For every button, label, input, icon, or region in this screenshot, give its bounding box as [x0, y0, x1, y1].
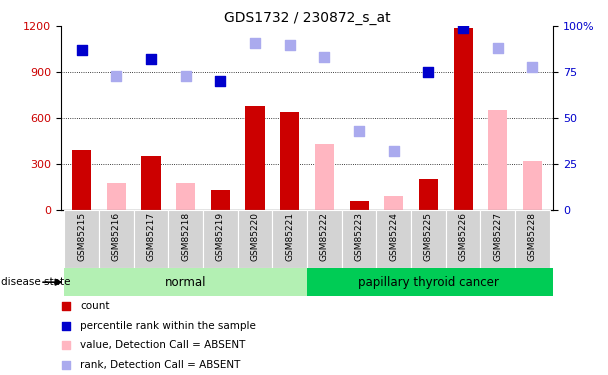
Point: [285, 42, 294, 48]
Point: [61, 323, 71, 329]
Bar: [99, 210, 134, 268]
Point: [61, 362, 71, 368]
Bar: [307, 268, 567, 296]
Text: GSM85219: GSM85219: [216, 212, 225, 261]
Bar: [376, 210, 411, 268]
Text: GSM85221: GSM85221: [285, 212, 294, 261]
Bar: [134, 210, 168, 268]
Bar: [523, 161, 542, 210]
Bar: [280, 112, 299, 210]
Text: GSM85226: GSM85226: [458, 212, 468, 261]
Text: GSM85223: GSM85223: [354, 212, 364, 261]
Bar: [307, 210, 342, 268]
Bar: [384, 196, 403, 210]
Bar: [480, 210, 515, 268]
Bar: [176, 183, 195, 210]
Text: normal: normal: [165, 276, 206, 289]
Text: GSM85225: GSM85225: [424, 212, 433, 261]
Text: GSM85216: GSM85216: [112, 212, 121, 261]
Point: [458, 25, 468, 31]
Bar: [272, 210, 307, 268]
Title: GDS1732 / 230872_s_at: GDS1732 / 230872_s_at: [224, 11, 390, 25]
Bar: [238, 210, 272, 268]
Text: rank, Detection Call = ABSENT: rank, Detection Call = ABSENT: [80, 360, 241, 370]
Point: [215, 78, 225, 84]
Bar: [211, 190, 230, 210]
Point: [320, 54, 330, 60]
Bar: [246, 106, 264, 210]
Bar: [72, 150, 91, 210]
Text: GSM85228: GSM85228: [528, 212, 537, 261]
Point: [389, 148, 399, 154]
Bar: [203, 210, 238, 268]
Text: GSM85227: GSM85227: [493, 212, 502, 261]
Bar: [142, 156, 161, 210]
Bar: [107, 183, 126, 210]
Point: [61, 303, 71, 309]
Bar: [64, 268, 307, 296]
Bar: [446, 210, 480, 268]
Bar: [411, 210, 446, 268]
Text: papillary thyroid cancer: papillary thyroid cancer: [358, 276, 499, 289]
Text: disease state: disease state: [1, 277, 71, 287]
Text: GSM85215: GSM85215: [77, 212, 86, 261]
Bar: [419, 179, 438, 210]
Text: GSM85218: GSM85218: [181, 212, 190, 261]
Bar: [454, 28, 472, 210]
Bar: [515, 210, 550, 268]
Bar: [342, 210, 376, 268]
Point: [146, 56, 156, 62]
Text: GSM85220: GSM85220: [250, 212, 260, 261]
Point: [111, 73, 121, 79]
Bar: [168, 210, 203, 268]
Bar: [64, 210, 99, 268]
Text: GSM85217: GSM85217: [147, 212, 156, 261]
Text: value, Detection Call = ABSENT: value, Detection Call = ABSENT: [80, 340, 246, 351]
Text: percentile rank within the sample: percentile rank within the sample: [80, 321, 257, 331]
Bar: [488, 111, 507, 210]
Point: [181, 73, 190, 79]
Point: [354, 128, 364, 134]
Text: GSM85224: GSM85224: [389, 212, 398, 261]
Point: [528, 64, 537, 70]
Bar: [315, 144, 334, 210]
Text: GSM85222: GSM85222: [320, 212, 329, 261]
Text: count: count: [80, 301, 110, 311]
Point: [250, 40, 260, 46]
Point: [493, 45, 503, 51]
Point: [424, 69, 434, 75]
Bar: [350, 201, 368, 210]
Point: [77, 47, 86, 53]
Point: [61, 342, 71, 348]
